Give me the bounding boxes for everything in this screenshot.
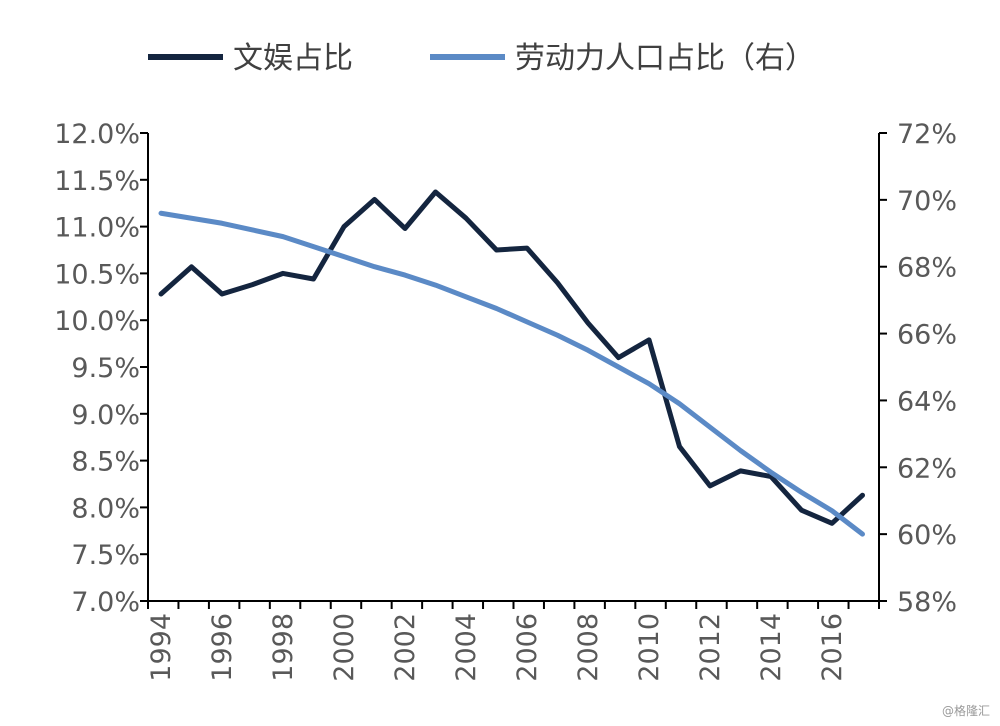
legend: 文娱占比 劳动力人口占比（右）: [148, 41, 815, 76]
x-tick-label: 1996: [207, 613, 238, 682]
right-tick-label: 60%: [897, 520, 957, 551]
legend-label-1: 文娱占比: [233, 41, 353, 76]
x-tick-label: 2002: [390, 613, 421, 682]
x-tick-label: 2006: [512, 613, 543, 682]
x-tick-label: 2008: [573, 613, 604, 682]
x-tick-label: 2010: [634, 613, 665, 682]
left-tick-label: 11.0%: [54, 213, 140, 244]
left-tick-label: 9.5%: [71, 353, 140, 384]
x-tick-label: 1998: [268, 613, 299, 682]
left-tick-label: 11.5%: [54, 166, 140, 197]
x-tick-label: 2016: [817, 613, 848, 682]
axes: 7.0% 7.5% 8.0% 8.5% 9.0% 9.5% 10.0% 10.5% 11.0% 1…: [54, 119, 957, 682]
right-tick-label: 72%: [897, 119, 957, 150]
x-tick-label: 1994: [146, 613, 177, 682]
right-tick-label: 58%: [897, 587, 957, 618]
right-tick-label: 68%: [897, 253, 957, 284]
legend-label-2: 劳动力人口占比（右）: [515, 41, 815, 76]
left-tick-label: 12.0%: [54, 119, 140, 150]
left-tick-label: 8.5%: [71, 447, 140, 478]
x-tick-label: 2014: [756, 613, 787, 682]
right-tick-label: 64%: [897, 386, 957, 417]
right-tick-label: 66%: [897, 320, 957, 351]
right-tick-label: 62%: [897, 453, 957, 484]
right-tick-label: 70%: [897, 186, 957, 217]
left-tick-label: 7.0%: [71, 587, 140, 618]
series-line-2: [161, 213, 863, 534]
left-tick-label: 10.0%: [54, 306, 140, 337]
left-tick-label: 9.0%: [71, 400, 140, 431]
x-tick-label: 2004: [451, 613, 482, 682]
x-tick-label: 2012: [695, 613, 726, 682]
x-tick-label: 2000: [329, 613, 360, 682]
watermark: @格隆汇: [942, 703, 990, 718]
left-tick-label: 8.0%: [71, 493, 140, 524]
series-line-1: [161, 192, 863, 523]
left-tick-label: 7.5%: [71, 540, 140, 571]
left-tick-label: 10.5%: [54, 259, 140, 290]
series-lines: [161, 192, 863, 534]
